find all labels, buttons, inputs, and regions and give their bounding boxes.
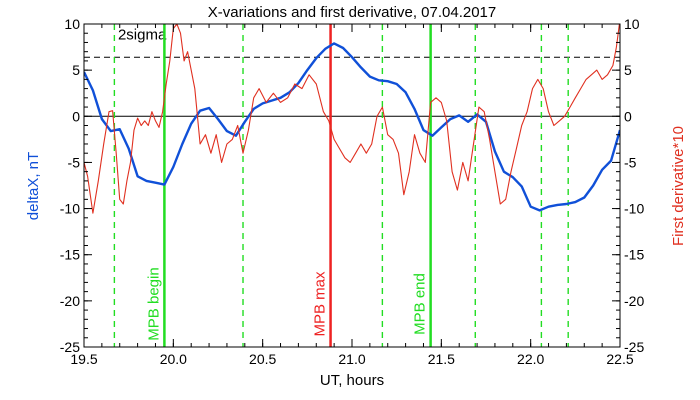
y-tick-label-right: -5 — [624, 154, 637, 170]
marker-label-1: MPB max — [312, 271, 329, 337]
y-axis-label-right: First derivative*10 — [670, 126, 687, 246]
x-tick-label: 20.0 — [160, 351, 187, 367]
y-tick-label-right: 10 — [624, 16, 640, 32]
chart-title: X-variations and first derivative, 07.04… — [208, 4, 497, 21]
y-tick-label-right: -20 — [624, 293, 644, 309]
marker-label-0: MPB begin — [145, 267, 162, 340]
y-tick-label-left: -20 — [60, 293, 80, 309]
y-tick-label-left: -15 — [60, 247, 80, 263]
y-tick-label-right: 5 — [624, 62, 632, 78]
y-tick-label-left: -25 — [60, 339, 80, 355]
y-tick-label-right: -15 — [624, 247, 644, 263]
x-tick-label: 22.5 — [606, 351, 633, 367]
y-tick-label-right: -10 — [624, 201, 644, 217]
plot-marks: 2sigma MPB begin MPB max MPB end — [84, 24, 620, 347]
y-tick-label-left: -10 — [60, 201, 80, 217]
series-line-deltax — [84, 42, 620, 212]
x-tick-label: 21.5 — [428, 351, 455, 367]
x-tick-label: 21.0 — [338, 351, 365, 367]
x-tick-label: 19.5 — [70, 351, 97, 367]
x-axis-label: UT, hours — [320, 372, 384, 389]
y-tick-label-left: -5 — [68, 154, 81, 170]
series-line-derivative — [84, 24, 620, 214]
x-tick-label: 20.5 — [249, 351, 276, 367]
x-tick-label: 22.0 — [517, 351, 544, 367]
y-axis-label-left: deltaX, nT — [25, 152, 42, 220]
marker-label-2: MPB end — [412, 273, 429, 335]
y-tick-label-right: 0 — [624, 108, 632, 124]
y-tick-label-left: 10 — [64, 16, 80, 32]
axis-ticks: 19.5 20.0 20.5 21.0 21.5 22.0 22.5 10 10 5 5 0 0 -5 -5… — [60, 16, 645, 367]
y-tick-label-left: 0 — [72, 108, 80, 124]
y-tick-label-right: -25 — [624, 339, 644, 355]
y-tick-label-left: 5 — [72, 62, 80, 78]
threshold-label: 2sigma — [118, 27, 167, 44]
